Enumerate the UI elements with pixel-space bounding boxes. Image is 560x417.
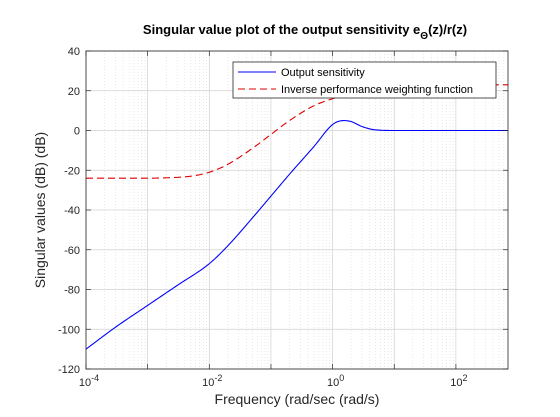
x-tick-label: 10-2 [202,373,222,389]
y-tick-label: 40 [68,46,80,58]
y-tick-label: -20 [64,165,80,177]
y-tick-label: 20 [68,86,80,98]
y-tick-label: -100 [58,324,80,336]
x-tick-label: 102 [450,373,467,389]
x-tick-label: 10-4 [79,373,99,389]
y-tick-label: -120 [58,364,80,376]
y-axis-label: Singular values (dB) (dB) [32,132,48,288]
x-axis-label: Frequency (rad/sec (rad/s) [215,391,380,407]
chart-title: Singular value plot of the output sensit… [143,22,467,42]
x-tick-label: 100 [327,373,344,389]
y-tick-label: -80 [64,285,80,297]
chart-title-main: Singular value plot of the output sensit… [143,22,420,37]
y-tick-label: 0 [74,126,80,138]
legend-label-inverse-performance: Inverse performance weighting function [281,84,473,96]
y-tick-label: -40 [64,205,80,217]
legend-label-output-sensitivity: Output sensitivity [281,67,365,79]
legend: Output sensitivity Inverse performance w… [233,62,496,98]
chart-title-suffix: (z)/r(z) [428,22,467,37]
y-tick-label: -60 [64,245,80,257]
